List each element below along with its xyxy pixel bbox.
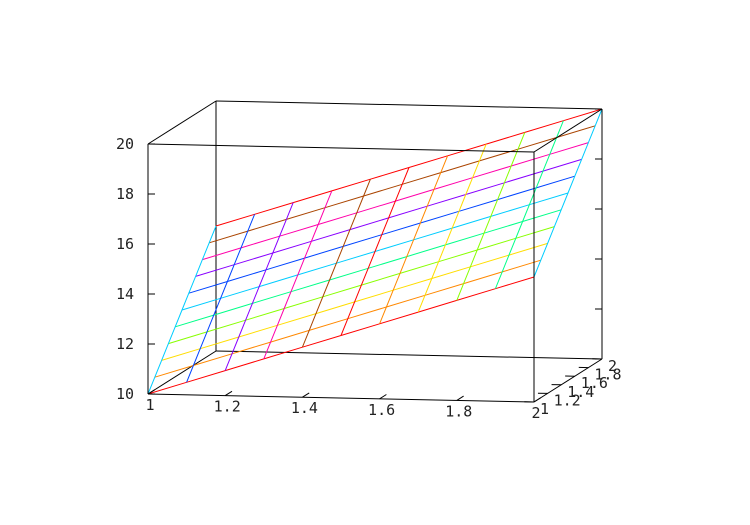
box-edge-front-top	[147, 143, 535, 153]
x-tick-5	[533, 397, 542, 403]
y-tick-label: 1.2	[554, 391, 581, 409]
box-edge-back-bottom	[215, 350, 603, 360]
z-tick-label: 18	[116, 185, 134, 203]
y-tick-label: 1	[540, 400, 549, 418]
x-tick-0	[147, 389, 156, 395]
box-edge-right-top-depth	[533, 108, 603, 153]
mesh-line-x-3	[263, 190, 333, 360]
box-edge-right-bottom-depth	[533, 358, 603, 403]
mesh-line-x-8	[456, 132, 526, 301]
z-tick-label: 14	[116, 285, 134, 303]
box-edge-left-top-depth	[147, 100, 217, 145]
axis-ticks	[147, 108, 603, 403]
z-tick-label: 10	[116, 385, 134, 403]
mesh-line-x-0	[147, 225, 217, 395]
x-tick-2	[302, 392, 310, 398]
y-tick-label: 2	[608, 357, 617, 375]
mesh-line-x-1	[186, 214, 256, 383]
y-tick-label: 1.8	[594, 366, 621, 384]
x-tick-label: 1.4	[291, 399, 318, 417]
mesh-line-x-10	[533, 108, 603, 278]
mesh-line-x-5	[340, 167, 410, 336]
y-tick-label: 1.4	[567, 383, 594, 401]
x-tick-4	[456, 395, 464, 401]
x-tick-label: 1.8	[445, 402, 472, 420]
box-edge-front-bottom	[147, 393, 535, 403]
x-tick-label: 2	[531, 404, 540, 422]
x-tick-label: 1	[145, 396, 154, 414]
x-tick-label: 1.2	[214, 398, 241, 416]
bounding-box-front	[147, 108, 603, 403]
mesh-line-x-7	[417, 143, 487, 313]
mesh-line-x-9	[494, 120, 564, 289]
x-tick-3	[379, 394, 387, 400]
mesh-line-x-6	[379, 155, 449, 324]
mesh-line-x-4	[301, 179, 371, 348]
y-tick-label: 1.6	[581, 374, 608, 392]
z-tick-label: 16	[116, 235, 134, 253]
z-tick-label: 20	[116, 135, 134, 153]
surface-mesh	[147, 108, 603, 395]
z-tick-label: 12	[116, 335, 134, 353]
x-tick-1	[224, 390, 233, 397]
x-tick-label: 1.6	[368, 401, 395, 419]
mesh-line-x-2	[224, 202, 294, 371]
box-edge-back-top	[215, 100, 603, 110]
box-edge-left-bottom-depth	[147, 350, 217, 395]
